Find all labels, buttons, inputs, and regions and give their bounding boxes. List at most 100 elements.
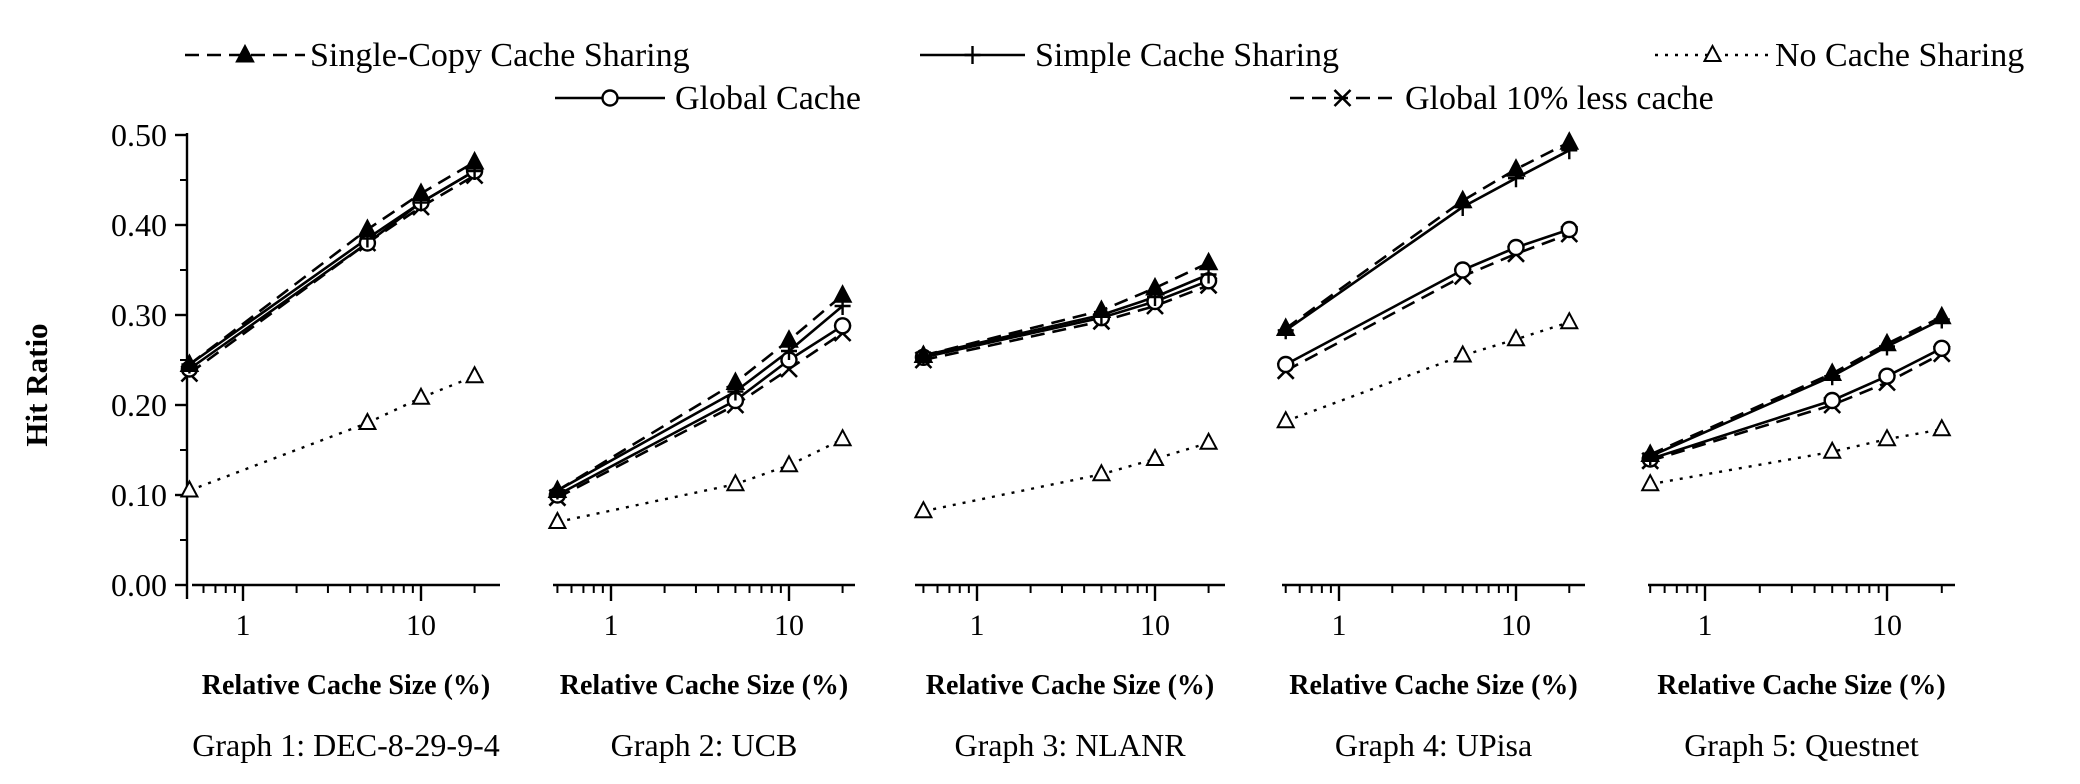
legend-label: Simple Cache Sharing xyxy=(1035,37,1339,74)
legend-item-none: No Cache Sharing xyxy=(1655,37,2024,74)
y-axis-label: Hit Ratio xyxy=(19,323,54,446)
data-point-single xyxy=(411,182,431,201)
data-point-single xyxy=(357,218,378,237)
legend-label: Global 10% less cache xyxy=(1405,80,1714,117)
legend-marker-icon xyxy=(964,46,981,64)
data-point-none xyxy=(913,500,934,519)
data-point-global xyxy=(1878,367,1896,385)
series-line-simple xyxy=(923,273,1210,357)
series-markers xyxy=(913,251,1219,519)
data-point-none xyxy=(1453,344,1473,363)
series-line-none xyxy=(557,438,844,524)
series-line-none xyxy=(1285,321,1570,423)
data-point-none xyxy=(779,454,799,473)
legend-marker-icon xyxy=(235,43,255,63)
series-line-global10 xyxy=(1649,352,1943,463)
series-line-global10 xyxy=(188,174,476,375)
data-point-none xyxy=(1145,447,1165,466)
data-point-none xyxy=(547,510,568,529)
data-point-global xyxy=(1823,391,1841,410)
data-point-single xyxy=(1877,332,1897,352)
data-point-single xyxy=(1452,189,1473,209)
x-tick-label: 1 xyxy=(970,609,985,642)
series-line-global10 xyxy=(923,284,1210,362)
chart-title: Graph 1: DEC-8-29-9-4 xyxy=(192,727,499,763)
y-tick-label: 0.50 xyxy=(111,117,167,153)
data-point-single xyxy=(1506,158,1526,177)
chart-title: Graph 2: UCB xyxy=(611,727,798,763)
legend-label: Global Cache xyxy=(675,80,861,117)
x-tick-label: 1 xyxy=(236,609,251,642)
data-point-none xyxy=(1559,311,1579,330)
x-axis-ticks xyxy=(1649,585,1943,601)
series-line-global xyxy=(556,324,844,497)
chart-panel-4: 1 10 Relative Cache Size (%) Graph 4: UPisa xyxy=(1275,131,1585,763)
x-axis-label: Relative Cache Size (%) xyxy=(560,670,848,701)
data-point-single xyxy=(725,371,746,390)
data-point-none xyxy=(1506,328,1526,347)
data-point-none xyxy=(357,411,378,430)
chart-panel-2: 1 10 Relative Cache Size (%) Graph 2: UCB xyxy=(547,284,855,763)
x-tick-label: 10 xyxy=(1140,609,1170,642)
series-line-single xyxy=(1649,315,1943,456)
y-tick-label: 0.40 xyxy=(111,207,167,243)
series-line-global xyxy=(1649,347,1943,461)
data-point-single xyxy=(1198,251,1219,271)
chart-title: Graph 3: NLANR xyxy=(954,727,1186,763)
data-point-single xyxy=(1145,276,1165,296)
legend-label: No Cache Sharing xyxy=(1775,37,2024,74)
series-line-single xyxy=(188,160,476,366)
data-point-single xyxy=(1931,305,1952,325)
data-point-none xyxy=(832,428,853,447)
series-line-global xyxy=(1285,228,1570,366)
x-tick-label: 10 xyxy=(774,609,804,642)
x-axis-label: Relative Cache Size (%) xyxy=(202,670,490,701)
series-lines xyxy=(1284,141,1570,423)
data-point-single xyxy=(913,344,934,363)
data-point-single xyxy=(1822,362,1843,381)
x-axis-ticks xyxy=(556,585,844,601)
x-tick-label: 1 xyxy=(1332,609,1347,642)
data-point-global xyxy=(833,317,852,335)
legend-marker-icon xyxy=(601,89,619,107)
data-point-none xyxy=(1877,428,1897,447)
series-line-global xyxy=(923,279,1210,359)
series-markers xyxy=(547,284,853,529)
x-axis-ticks xyxy=(922,585,1210,601)
series-markers xyxy=(1275,131,1580,429)
series-lines xyxy=(923,261,1210,513)
data-point-none xyxy=(411,386,431,405)
data-point-single xyxy=(464,150,485,170)
series-line-single xyxy=(1284,141,1570,330)
legend-item-global10: Global 10% less cache xyxy=(1290,80,1714,117)
data-point-single xyxy=(1091,299,1112,318)
data-point-global xyxy=(1933,339,1951,357)
legend-item-global: Global Cache xyxy=(555,80,861,117)
data-point-single xyxy=(832,284,853,303)
legend-marker-icon xyxy=(1333,89,1352,107)
x-tick-label: 1 xyxy=(604,609,619,642)
y-tick-label: 0.20 xyxy=(111,387,167,423)
x-tick-label: 10 xyxy=(406,609,436,642)
data-point-global xyxy=(1277,355,1295,374)
x-axis-ticks xyxy=(1284,585,1571,601)
series-line-global10 xyxy=(1285,232,1570,372)
series-line-single xyxy=(923,261,1210,357)
chart-panel-3: 1 10 Relative Cache Size (%) Graph 3: NLANR xyxy=(913,251,1225,763)
data-point-none xyxy=(1091,463,1112,482)
data-point-none xyxy=(1640,473,1660,492)
series-lines xyxy=(188,160,476,492)
legend-marker-icon xyxy=(1702,43,1723,62)
data-point-global xyxy=(1454,261,1472,279)
data-point-single xyxy=(179,353,200,372)
x-axis-label: Relative Cache Size (%) xyxy=(926,670,1214,701)
data-point-single xyxy=(547,479,568,498)
series-lines xyxy=(1649,315,1943,486)
data-point-none xyxy=(464,365,485,384)
y-tick-label: 0.30 xyxy=(111,297,167,333)
legend-label: Single-Copy Cache Sharing xyxy=(310,37,690,74)
series-line-simple xyxy=(556,305,844,492)
data-point-global xyxy=(1560,220,1578,239)
data-point-none xyxy=(1198,431,1219,450)
data-point-none xyxy=(725,473,746,492)
